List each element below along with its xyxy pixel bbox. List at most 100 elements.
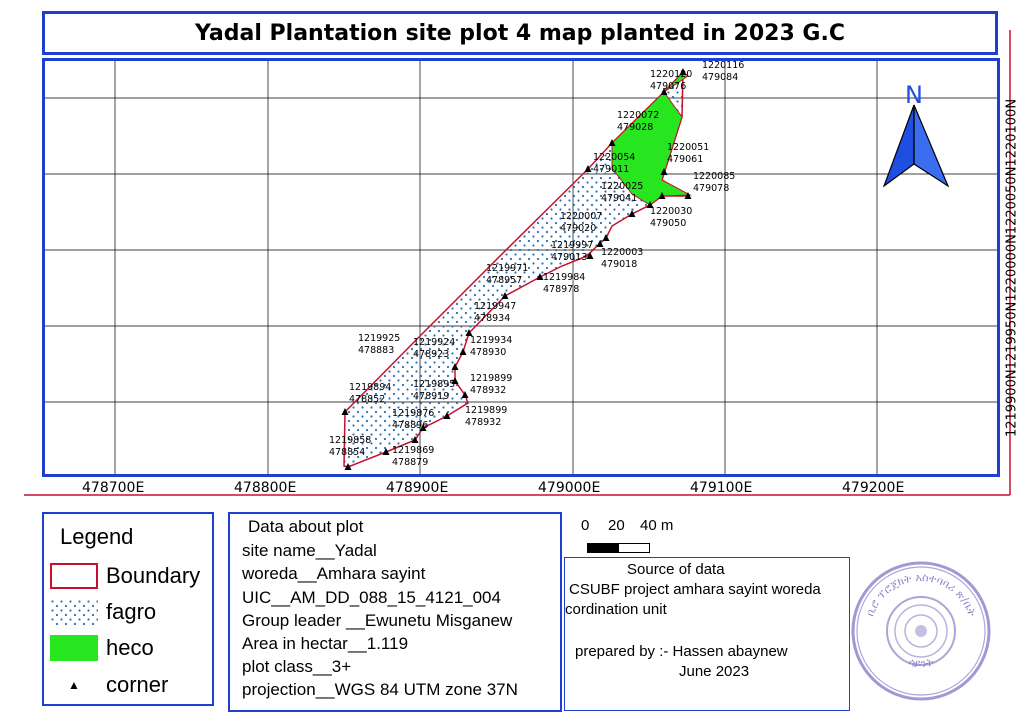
scale-segment-dark: [587, 543, 619, 553]
scale-label-20: 20: [608, 517, 625, 534]
plot-info-box: Data about plot site name__Yadal woreda_…: [228, 512, 562, 712]
corner-marker: [459, 348, 467, 355]
corner-marker: [382, 448, 390, 455]
point-easting: 479028: [617, 122, 653, 133]
boundary-swatch: [50, 563, 98, 589]
plot-info-line: site name__Yadal: [242, 541, 377, 560]
point-easting: 478896: [392, 420, 428, 431]
corner-marker: [419, 424, 427, 431]
point-label: 1219858 478854: [329, 435, 371, 458]
corner-swatch: ▲: [68, 678, 80, 692]
point-label: 1219947 478934: [474, 301, 516, 324]
corner-marker: [451, 377, 459, 384]
point-northing: 1220072: [617, 110, 659, 121]
corner-marker: [344, 463, 352, 470]
point-easting: 479078: [693, 183, 729, 194]
point-label: 1220085 479078: [693, 171, 735, 194]
legend-label: heco: [106, 635, 154, 660]
point-easting: 478919: [413, 391, 449, 402]
point-label: 1219899 478932: [465, 405, 507, 428]
map-title-box: Yadal Plantation site plot 4 map planted…: [42, 11, 998, 55]
point-northing: 1220120: [650, 69, 692, 80]
point-label: 1220054 479011: [593, 152, 635, 175]
corner-marker: [411, 436, 419, 443]
point-label: 1219984 478978: [543, 272, 585, 295]
legend-item-fagro: fagro: [50, 598, 156, 626]
source-box: Source of data CSUBF project amhara sayi…: [564, 557, 850, 711]
point-label: 1219894 478852: [349, 382, 391, 405]
point-northing: 1219925: [358, 333, 400, 344]
point-easting: 478854: [329, 447, 365, 458]
point-easting: 479020: [560, 223, 596, 234]
legend-label: fagro: [106, 599, 157, 624]
point-northing: 1220025: [601, 181, 643, 192]
corner-marker: [465, 329, 473, 336]
easting-label: 478900E: [386, 480, 449, 496]
easting-label: 478700E: [82, 480, 145, 496]
point-northing: 1219876: [392, 408, 434, 419]
point-label: 1220030 479050: [650, 206, 692, 229]
legend-item-boundary: Boundary: [50, 562, 200, 590]
point-northing: 1219895: [413, 379, 455, 390]
point-easting: 479050: [650, 218, 686, 229]
point-easting: 478932: [470, 385, 506, 396]
plot-info-line: Area in hectar__1.119: [242, 634, 409, 653]
prepared-date: June 2023: [679, 663, 750, 680]
point-northing: 1219869: [392, 445, 434, 456]
point-easting: 478852: [349, 394, 385, 405]
stamp-bottom-text: ሳይንት: [907, 655, 935, 670]
corner-marker: [501, 292, 509, 299]
source-line: cordination unit: [565, 601, 667, 618]
point-easting: 479018: [601, 259, 637, 270]
corner-marker: [684, 192, 692, 199]
corner-marker: [660, 88, 668, 95]
point-easting: 478930: [470, 347, 506, 358]
point-northing: 1219971: [486, 263, 528, 274]
legend-label: Boundary: [106, 563, 201, 588]
point-easting: 479084: [702, 72, 738, 83]
svg-text:ሳይንት: ሳይንት: [907, 655, 935, 670]
point-northing: 1219894: [349, 382, 391, 393]
easting-label: 479200E: [842, 480, 905, 496]
easting-label: 479100E: [690, 480, 753, 496]
point-label: 1219876 478896: [392, 408, 434, 431]
point-easting: 479076: [650, 81, 686, 92]
point-label: 1219925 478883: [358, 333, 400, 356]
easting-label: 479000E: [538, 480, 601, 496]
legend: Legend Boundary fagro heco ▲ corner: [42, 512, 214, 706]
point-northing: 1219934: [470, 335, 512, 346]
legend-item-heco: heco: [50, 634, 154, 662]
easting-label: 478800E: [234, 480, 297, 496]
corner-marker: [596, 240, 604, 247]
corner-marker: [451, 363, 459, 370]
point-northing: 1219984: [543, 272, 585, 283]
point-label: 1220120 479076: [650, 69, 692, 92]
point-label: 1219997 479013: [551, 240, 593, 263]
corner-marker: [461, 391, 469, 398]
source-line: CSUBF project amhara sayint woreda: [569, 581, 821, 598]
point-northing: 1220007: [560, 211, 602, 222]
point-northing: 1219947: [474, 301, 516, 312]
scale-label-40: 40 m: [640, 517, 674, 534]
corner-marker: [602, 234, 610, 241]
corner-marker: [646, 201, 654, 208]
point-label: 1219895 478919: [413, 379, 455, 402]
corner-marker: [658, 192, 666, 199]
source-heading: Source of data: [627, 561, 725, 578]
point-label: 1219971 478957: [486, 263, 528, 286]
corner-marker: [628, 210, 636, 217]
point-easting: 479013: [551, 252, 587, 263]
corner-marker: [341, 408, 349, 415]
point-label: 1219934 478930: [470, 335, 512, 358]
point-northing: 1219997: [551, 240, 593, 251]
legend-title: Legend: [60, 524, 134, 549]
corner-marker: [536, 273, 544, 280]
point-label: 1220007 479020: [560, 211, 602, 234]
scale-label-0: 0: [581, 517, 590, 534]
point-easting: 478883: [358, 345, 394, 356]
point-northing: 1220051: [667, 142, 709, 153]
official-stamp: ቢሮ ፕሮጀክት አስተባባሪ ጽ/ቤት ሳይንት: [851, 561, 991, 701]
fagro-swatch: [50, 599, 98, 625]
